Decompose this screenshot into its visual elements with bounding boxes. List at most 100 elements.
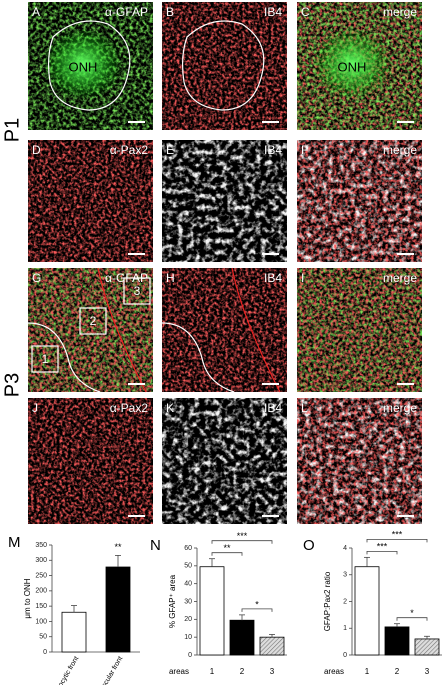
- stain-texture: [297, 398, 422, 524]
- significance: ***: [377, 542, 388, 552]
- stain-texture: [297, 140, 422, 262]
- outline: [181, 20, 265, 111]
- y-tick-label: 0: [43, 649, 47, 656]
- image-panel: B IB4: [162, 2, 287, 130]
- error-bar: [269, 634, 275, 638]
- row-label: P3: [1, 373, 23, 397]
- stain-texture: [162, 398, 287, 524]
- row-label: P1: [1, 118, 23, 142]
- x-tick-label: Vascular front: [97, 655, 124, 685]
- significance: *: [410, 608, 414, 618]
- panel-label: merge: [383, 5, 417, 19]
- region-box: [79, 307, 107, 335]
- y-tick-label: 2: [343, 598, 347, 605]
- stain-texture: [162, 268, 287, 392]
- panel-label: IB4: [264, 401, 282, 415]
- y-axis-label: μm to ONH: [23, 578, 32, 618]
- panel-letter: C: [301, 5, 310, 19]
- image-panel: E IB4: [162, 140, 287, 262]
- region-label: 3: [134, 284, 141, 298]
- panel-letter: I: [301, 271, 304, 285]
- error-bar: [239, 614, 245, 621]
- error-bar: [71, 605, 77, 613]
- bar: [414, 638, 440, 656]
- bar: [199, 566, 225, 656]
- region-box: [31, 345, 59, 373]
- panel-label: IB4: [264, 271, 282, 285]
- panel-letter: F: [301, 143, 308, 157]
- stain-texture: [297, 268, 422, 392]
- panel-letter: K: [166, 401, 174, 415]
- bar: [105, 566, 131, 653]
- panel-letter: H: [166, 271, 175, 285]
- panel-letter: B: [166, 5, 174, 19]
- stain-texture: [162, 140, 287, 262]
- panel-label: merge: [383, 401, 417, 415]
- y-tick-label: 60: [184, 545, 192, 552]
- y-tick-label: 1: [343, 625, 347, 632]
- panel-letter: E: [166, 143, 174, 157]
- y-tick-label: 150: [35, 603, 47, 610]
- error-bar: [364, 556, 370, 567]
- significance-bracket: [241, 608, 273, 612]
- significance-bracket: [366, 538, 428, 543]
- x-tick-label: 2: [240, 667, 245, 676]
- error-bar: [394, 623, 400, 627]
- x-axis-label: areas: [169, 667, 189, 676]
- stain-texture: [28, 140, 153, 262]
- panel-label: merge: [383, 271, 417, 285]
- onh-label: ONH: [338, 59, 367, 74]
- x-tick-label: Astrocytic front: [51, 655, 80, 685]
- y-tick-label: 0: [188, 652, 192, 659]
- onh-glow: [312, 28, 392, 100]
- x-axis-label: areas: [324, 667, 344, 676]
- panel-letter: J: [32, 401, 38, 415]
- bar: [354, 566, 380, 656]
- y-tick-label: 20: [184, 616, 192, 623]
- region-label: 1: [42, 352, 49, 366]
- y-tick-label: 50: [39, 634, 47, 641]
- image-panel: K IB4: [162, 398, 287, 524]
- vascular-front: [97, 267, 147, 393]
- significance: *: [255, 599, 259, 609]
- error-bar: [424, 635, 430, 639]
- y-tick-label: 300: [35, 557, 47, 564]
- bar: [229, 619, 255, 656]
- significance: ***: [392, 530, 403, 540]
- significance: **: [223, 543, 231, 553]
- bar: [384, 626, 410, 656]
- panel-label: IB4: [264, 5, 282, 19]
- x-tick-label: 3: [425, 667, 430, 676]
- x-tick-label: 1: [365, 667, 370, 676]
- vascular-front: [231, 267, 281, 393]
- y-tick-label: 200: [35, 588, 47, 595]
- astrocytic-front: [161, 322, 235, 393]
- x-tick-label: 2: [395, 667, 400, 676]
- panel-letter: D: [32, 143, 41, 157]
- chart-letter: M: [8, 534, 21, 551]
- x-tick-label: 1: [210, 667, 215, 676]
- panel-label: α-Pax2: [110, 401, 149, 415]
- stain-texture: [28, 398, 153, 524]
- panel-label: α-Pax2: [110, 143, 149, 157]
- panel-label: merge: [383, 143, 417, 157]
- y-tick-label: 250: [35, 572, 47, 579]
- y-tick-label: 40: [184, 581, 192, 588]
- onh-label: ONH: [69, 59, 98, 74]
- y-tick-label: 100: [35, 618, 47, 625]
- stain-texture: [28, 268, 153, 392]
- outline: [47, 20, 131, 111]
- panel-label: α-GFAP: [105, 5, 148, 19]
- region-label: 2: [90, 314, 97, 328]
- bar: [61, 611, 87, 653]
- bar: [259, 636, 285, 656]
- error-bar: [209, 558, 215, 567]
